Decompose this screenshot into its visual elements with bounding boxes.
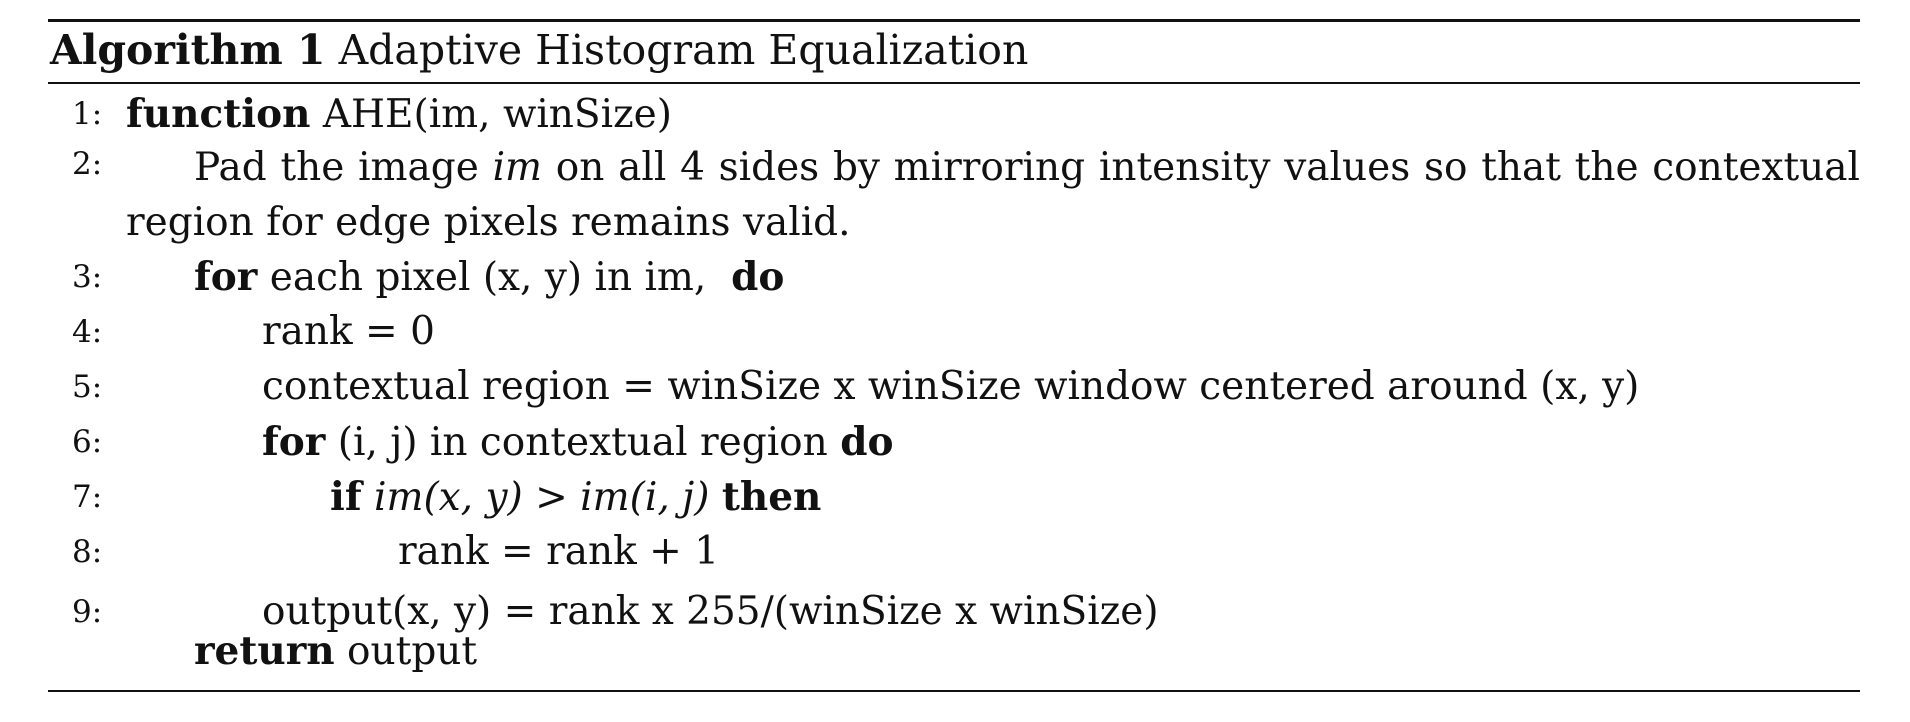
line-number: 8: (72, 534, 103, 570)
caption-rule (48, 82, 1860, 84)
line-text: rank = 0 (262, 309, 435, 354)
line-text: each pixel (x, y) in im, (269, 255, 707, 300)
line-content: return output (194, 627, 477, 676)
line-number: 5: (72, 369, 103, 405)
keyword-for: for (262, 419, 326, 465)
keyword-do: do (840, 419, 894, 465)
algorithm-label: Algorithm 1 (50, 26, 326, 74)
math-condition: im(x, y) > im(i, j) (374, 475, 710, 520)
line-content: if im(x, y) > im(i, j) then (330, 473, 821, 522)
line-number: 3: (72, 259, 103, 295)
top-rule (48, 19, 1860, 22)
keyword-do: do (731, 254, 785, 300)
algorithm-title: Adaptive Histogram Equalization (338, 26, 1029, 74)
line-content: Pad the image im on all 4 sides by mirro… (126, 140, 1860, 250)
keyword-for: for (194, 254, 258, 300)
keyword-return: return (194, 628, 335, 674)
line-number: 1: (72, 96, 103, 132)
line-text: rank = rank + 1 (398, 529, 720, 574)
line-text: (i, j) in contextual region (337, 420, 828, 465)
variable-im: im (492, 145, 543, 190)
line-content: for each pixel (x, y) in im, do (194, 253, 784, 302)
keyword-if: if (330, 474, 362, 520)
keyword-function: function (126, 91, 311, 137)
line-content: for (i, j) in contextual region do (262, 418, 894, 467)
line-text: contextual region = winSize x winSize wi… (262, 364, 1640, 409)
line-text-after: on all 4 sides by mirroring intensity va… (126, 145, 1860, 245)
line-number: 7: (72, 479, 103, 515)
line-number: 2: (72, 146, 103, 182)
line-number: 6: (72, 424, 103, 460)
line-number: 4: (72, 314, 103, 350)
algorithm-caption: Algorithm 1 Adaptive Histogram Equalizat… (50, 24, 1028, 76)
line-number: 9: (72, 594, 103, 630)
function-signature: AHE(im, winSize) (322, 92, 672, 137)
line-content: function AHE(im, winSize) (126, 90, 672, 139)
line-text: output(x, y) = rank x 255/(winSize x win… (262, 589, 1159, 634)
keyword-then: then (721, 474, 822, 520)
line-text-before: Pad the image (194, 145, 479, 190)
return-value: output (347, 629, 478, 674)
bottom-rule (48, 690, 1860, 692)
